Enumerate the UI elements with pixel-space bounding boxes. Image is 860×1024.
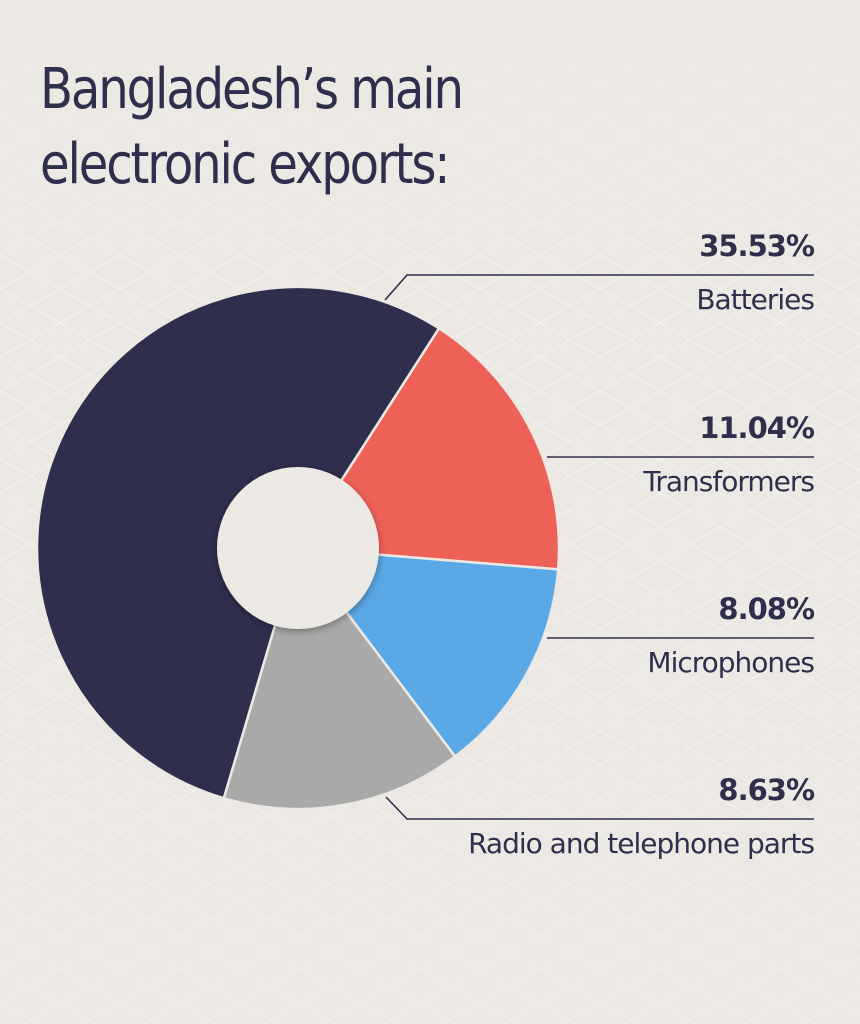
batteries-name: Batteries	[696, 283, 815, 316]
batteries-percent: 35.53%	[699, 229, 815, 263]
title-line-1: Bangladesh’s main	[40, 57, 464, 122]
label-radio-telephone-parts: 8.63% Radio and telephone parts	[468, 773, 815, 861]
leader-line-batteries	[384, 274, 814, 301]
donut-hole	[217, 467, 379, 629]
microphones-name: Microphones	[647, 646, 815, 679]
microphones-percent: 8.08%	[718, 592, 815, 626]
radio-percent: 8.63%	[718, 773, 815, 807]
radio-name: Radio and telephone parts	[468, 827, 815, 860]
title-line-2: electronic exports:	[40, 132, 451, 197]
label-batteries: 35.53% Batteries	[696, 229, 815, 317]
leader-line-radio	[385, 796, 814, 820]
label-microphones: 8.08% Microphones	[647, 592, 815, 680]
slice-microphones	[296, 546, 560, 758]
page-title: Bangladesh’s main electronic exports:	[40, 52, 464, 202]
label-transformers: 11.04% Transformers	[643, 411, 815, 499]
transformers-name: Transformers	[643, 465, 815, 498]
transformers-percent: 11.04%	[699, 411, 815, 445]
